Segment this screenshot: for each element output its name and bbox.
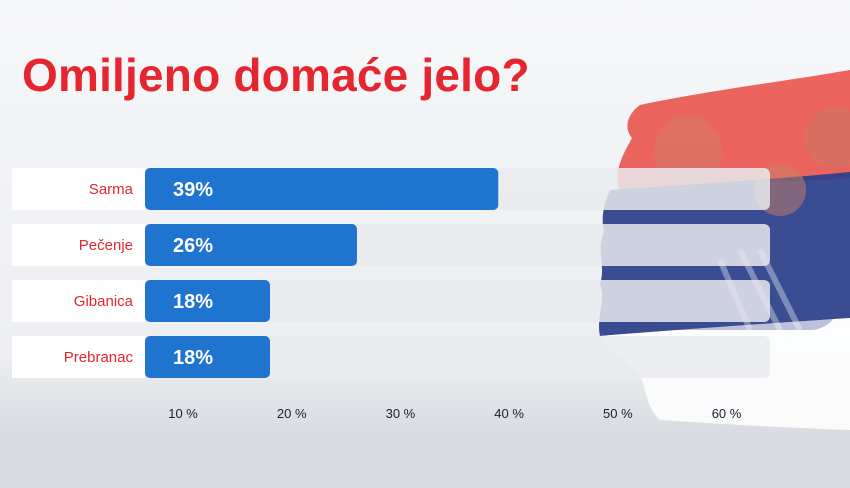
bar-track (145, 336, 770, 378)
bar-value-label: 39% (173, 179, 213, 201)
x-tick-label: 20 % (277, 406, 307, 421)
x-tick-label: 10 % (168, 406, 198, 421)
bar (145, 224, 357, 266)
bar-value-label: 18% (173, 347, 213, 369)
category-label: Sarma (89, 181, 134, 198)
bar (145, 336, 270, 378)
category-label-panel (12, 336, 145, 378)
bar (145, 280, 270, 322)
bar-track (145, 280, 770, 322)
category-label-panel (12, 224, 145, 266)
category-label: Gibanica (74, 293, 134, 310)
category-label: Prebranac (64, 349, 134, 366)
x-tick-label: 60 % (712, 406, 742, 421)
bar-value-label: 26% (173, 235, 213, 257)
category-label-panel (12, 168, 145, 210)
x-tick-label: 30 % (386, 406, 416, 421)
bar-value-label: 18% (173, 291, 213, 313)
bar (145, 168, 499, 210)
category-label: Pečenje (79, 237, 133, 254)
chart-title: Omiljeno domaće jelo? (22, 49, 530, 101)
category-label-panel (12, 280, 145, 322)
x-tick-label: 40 % (494, 406, 524, 421)
x-tick-label: 50 % (603, 406, 633, 421)
